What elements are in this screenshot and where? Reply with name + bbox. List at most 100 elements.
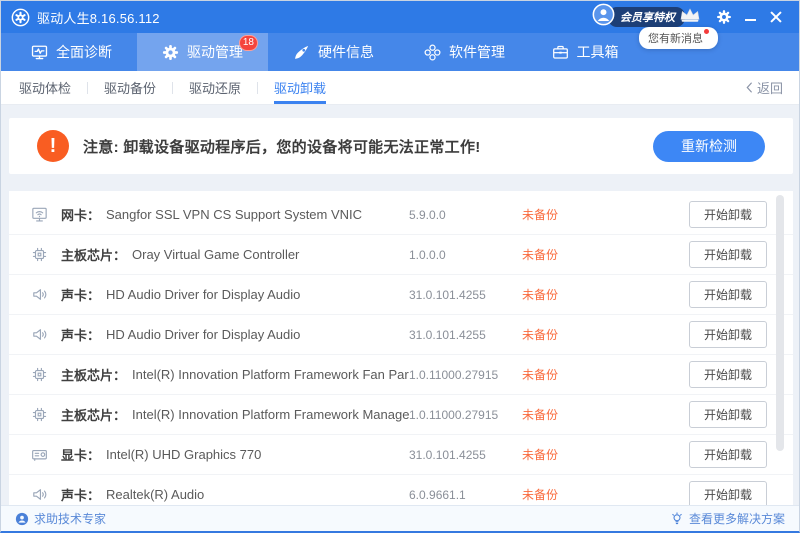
driver-name: Realtek(R) Audio [106,487,205,502]
warning-icon: ! [37,130,69,162]
driver-name: Intel(R) Innovation Platform Framework F… [132,367,409,382]
uninstall-button[interactable]: 开始卸载 [689,201,767,228]
driver-version: 31.0.101.4255 [409,287,486,302]
motherboard-chip-icon [29,365,49,385]
driver-type-label: 主板芯片： [61,248,127,263]
lightbulb-icon [670,511,684,526]
sound-card-icon [29,285,49,305]
warning-banner: ! 注意: 卸载设备驱动程序后，您的设备将可能无法正常工作! 重新检测 [9,118,793,174]
driver-version: 1.0.11000.27915 [409,407,499,422]
back-label: 返回 [756,81,783,96]
tab-label: 驱动管理 [187,44,243,60]
avatar[interactable] [592,3,615,31]
driver-type-label: 声卡： [61,288,101,303]
toolbox-icon [552,44,569,61]
title-bar: 驱动人生8.16.56.112 会员享特权 [1,1,799,33]
member-badge[interactable]: 会员享特权 [608,7,685,27]
motherboard-chip-icon [29,405,49,425]
driver-name: Intel(R) UHD Graphics 770 [106,447,262,462]
diagnosis-icon [31,44,48,61]
table-row: 主板芯片： Intel(R) Innovation Platform Frame… [9,395,793,435]
new-message-tooltip[interactable]: 您有新消息 [639,27,718,49]
driver-name: HD Audio Driver for Display Audio [106,327,301,342]
more-solutions-link[interactable]: 查看更多解决方案 [670,510,785,527]
uninstall-button[interactable]: 开始卸载 [689,361,767,388]
table-row: 主板芯片： Oray Virtual Game Controller 1.0.0… [9,235,793,275]
driver-count-badge: 18 [238,35,258,51]
tab-label: 工具箱 [576,44,619,60]
tab-driver-management[interactable]: 驱动管理 18 [137,33,268,71]
subtab-driver-checkup[interactable]: 驱动体检 [19,81,72,96]
separator [87,81,89,94]
tab-full-diagnosis[interactable]: 全面诊断 [6,33,137,71]
subtab-driver-backup[interactable]: 驱动备份 [104,81,157,96]
new-message-dot [704,29,709,34]
separator [172,81,174,94]
driver-backup-status: 未备份 [522,488,559,502]
close-button[interactable] [763,4,789,30]
uninstall-button[interactable]: 开始卸载 [689,281,767,308]
back-chevron-icon [746,82,753,93]
driver-type-label: 主板芯片： [61,368,127,383]
table-row: 声卡： HD Audio Driver for Display Audio 31… [9,275,793,315]
expert-icon [15,512,29,526]
driver-backup-status: 未备份 [522,288,559,302]
member-area[interactable]: 会员享特权 [592,3,701,31]
driver-name: Oray Virtual Game Controller [132,247,300,262]
driver-list: 网卡： Sangfor SSL VPN CS Support System VN… [9,191,793,508]
tab-software-management[interactable]: 软件管理 [399,33,530,71]
uninstall-button[interactable]: 开始卸载 [689,321,767,348]
crown-icon [679,7,701,28]
back-button[interactable]: 返回 [746,78,783,97]
driver-name: Intel(R) Innovation Platform Framework M… [132,407,409,422]
tab-label: 全面诊断 [56,44,112,60]
uninstall-button[interactable]: 开始卸载 [689,241,767,268]
driver-type-label: 声卡： [61,328,101,343]
uninstall-button[interactable]: 开始卸载 [689,481,767,508]
driver-version: 6.0.9661.1 [409,487,466,502]
driver-version: 31.0.101.4255 [409,447,486,462]
subtab-driver-restore[interactable]: 驱动还原 [189,81,242,96]
driver-name: HD Audio Driver for Display Audio [106,287,301,302]
tab-toolbox[interactable]: 工具箱 [530,33,640,71]
software-icon [424,44,441,61]
network-card-icon [29,205,49,225]
ask-expert-link[interactable]: 求助技术专家 [15,510,106,527]
driver-backup-status: 未备份 [522,208,559,222]
separator [257,81,259,94]
driver-name: Sangfor SSL VPN CS Support System VNIC [106,207,363,222]
tooltip-text: 您有新消息 [648,33,703,45]
driver-backup-status: 未备份 [522,248,559,262]
sound-card-icon [29,325,49,345]
driver-type-label: 声卡： [61,488,101,503]
window-title: 驱动人生8.16.56.112 [37,10,160,26]
driver-version: 5.9.0.0 [409,207,446,222]
settings-icon[interactable] [711,4,737,30]
driver-type-label: 主板芯片： [61,408,127,423]
driver-version: 31.0.101.4255 [409,327,486,342]
subtab-driver-uninstall[interactable]: 驱动卸载 [274,71,327,104]
graphics-card-icon [29,445,49,465]
app-logo-icon [11,8,30,27]
gear-icon [162,44,179,61]
ask-expert-label: 求助技术专家 [34,512,107,526]
driver-type-label: 网卡： [61,208,101,223]
driver-backup-status: 未备份 [522,368,559,382]
table-row: 网卡： Sangfor SSL VPN CS Support System VN… [9,195,793,235]
footer-bar: 求助技术专家 查看更多解决方案 [1,505,799,531]
motherboard-chip-icon [29,245,49,265]
uninstall-button[interactable]: 开始卸载 [689,401,767,428]
table-row: 声卡： HD Audio Driver for Display Audio 31… [9,315,793,355]
tab-label: 软件管理 [449,44,505,60]
warning-text: 注意: 卸载设备驱动程序后，您的设备将可能无法正常工作! [83,138,481,156]
table-row: 声卡： Realtek(R) Audio 6.0.9661.1 未备份 开始卸载 [9,475,793,508]
minimize-button[interactable] [737,4,763,30]
tab-label: 硬件信息 [318,44,374,60]
recheck-button[interactable]: 重新检测 [653,130,765,162]
scrollbar-thumb[interactable] [776,195,784,451]
tab-hardware-info[interactable]: 硬件信息 [268,33,399,71]
more-solutions-label: 查看更多解决方案 [688,512,785,526]
rocket-icon [293,44,310,61]
table-row: 显卡： Intel(R) UHD Graphics 770 31.0.101.4… [9,435,793,475]
uninstall-button[interactable]: 开始卸载 [689,441,767,468]
